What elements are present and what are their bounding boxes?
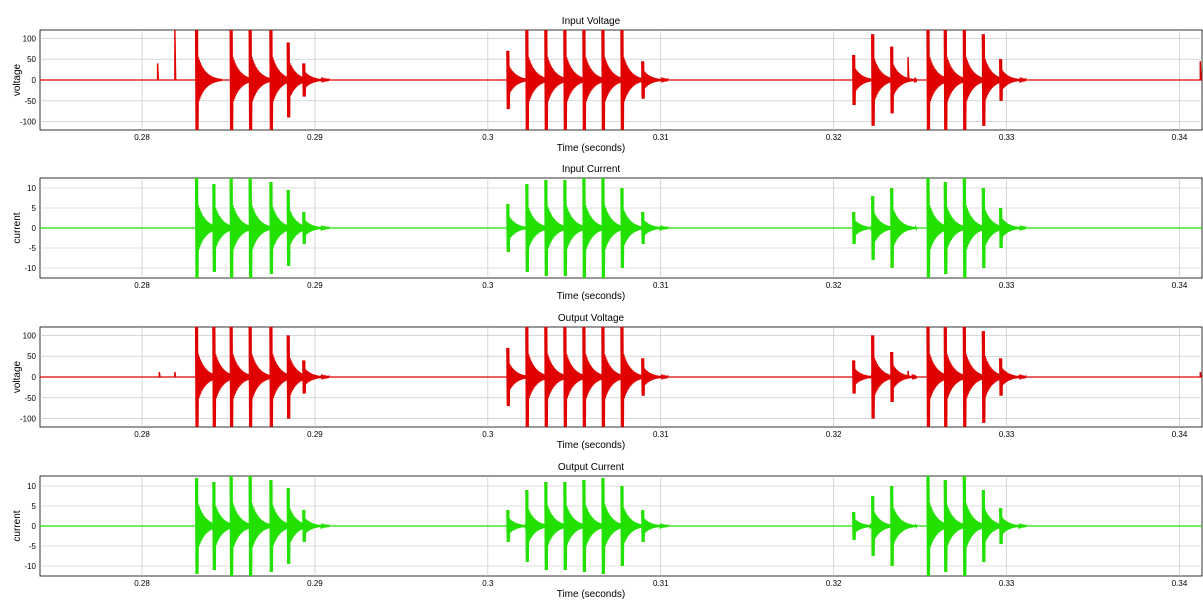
x-tick-label: 0.34 [1172, 430, 1188, 439]
x-tick-label: 0.33 [999, 430, 1015, 439]
output-current-panel: 10 5 0 -5 -10 0.28 0.29 0.3 0.31 0.32 0.33 0.34 Outp… [12, 462, 1203, 600]
x-tick-label: 0.28 [134, 281, 150, 290]
y-tick-label: 5 [32, 502, 37, 511]
x-tick-label: 0.33 [999, 281, 1015, 290]
chart-title: Input Voltage [562, 16, 621, 27]
x-tick-label: 0.34 [1172, 579, 1188, 588]
signal-burst [158, 371, 161, 378]
x-tick-label: 0.32 [826, 133, 842, 142]
x-tick-label: 0.3 [482, 281, 494, 290]
x-tick-label: 0.31 [653, 281, 669, 290]
signal-burst [174, 30, 177, 81]
y-tick-label: 5 [32, 204, 37, 213]
input-current-signal [40, 178, 1202, 278]
input-current-panel: 10 5 0 -5 -10 0.28 0.29 0.3 0.31 0.32 0.33 0.34 Inpu… [12, 164, 1203, 302]
x-tick-label: 0.28 [134, 430, 150, 439]
y-axis-label: current [12, 510, 23, 541]
y-axis-label: current [12, 212, 23, 243]
chart-title: Output Voltage [558, 313, 625, 324]
x-tick-label: 0.32 [826, 579, 842, 588]
x-tick-label: 0.29 [307, 579, 323, 588]
y-tick-label: 50 [27, 55, 36, 64]
y-axis-label: voltage [12, 63, 23, 96]
signal-burst [998, 207, 1027, 249]
y-tick-label: -5 [29, 244, 37, 253]
signal-burst [890, 351, 918, 403]
output-voltage-signal [40, 327, 1202, 427]
x-tick-label: 0.31 [653, 133, 669, 142]
signal-burst [998, 59, 1027, 101]
x-tick-label: 0.3 [482, 579, 494, 588]
signal-burst [907, 57, 910, 81]
signal-burst [890, 485, 918, 567]
output-current-signal [40, 476, 1202, 576]
signal-burst [641, 509, 669, 543]
y-tick-label: -5 [29, 542, 37, 551]
x-tick-label: 0.29 [307, 133, 323, 142]
signal-burst [194, 30, 223, 130]
y-tick-label: -10 [24, 562, 36, 571]
y-tick-label: -100 [20, 118, 37, 127]
signal-burst [998, 358, 1027, 396]
x-tick-label: 0.34 [1172, 133, 1188, 142]
y-tick-label: -50 [24, 97, 36, 106]
y-tick-label: 100 [23, 331, 37, 340]
x-tick-label: 0.3 [482, 430, 494, 439]
y-tick-label: 0 [32, 522, 37, 531]
y-tick-label: 100 [23, 34, 37, 43]
signal-burst [156, 63, 160, 81]
signal-burst [302, 360, 330, 394]
signal-burst [890, 46, 918, 114]
y-tick-label: 50 [27, 352, 36, 361]
x-tick-label: 0.32 [826, 430, 842, 439]
x-tick-label: 0.31 [653, 579, 669, 588]
y-tick-label: 10 [27, 184, 36, 193]
input-voltage-panel: 100 50 0 -50 -100 0.28 0.29 0.3 0.31 0.32 0.33 0.34… [12, 16, 1203, 154]
signal-burst [302, 211, 330, 245]
input-voltage-signal [40, 30, 1202, 130]
y-axis-label: voltage [12, 360, 23, 393]
signal-burst [302, 509, 330, 543]
signal-burst [1199, 371, 1202, 378]
x-tick-label: 0.31 [653, 430, 669, 439]
signal-burst [1199, 61, 1202, 81]
signal-burst [302, 63, 330, 97]
x-tick-label: 0.29 [307, 281, 323, 290]
y-tick-label: 10 [27, 482, 36, 491]
signal-burst [641, 61, 669, 99]
x-tick-label: 0.33 [999, 133, 1015, 142]
output-voltage-panel: 100 50 0 -50 -100 0.28 0.29 0.3 0.31 0.32 0.33 0.34… [12, 313, 1203, 451]
signal-burst [174, 371, 177, 378]
chart-title: Input Current [562, 164, 621, 175]
y-tick-label: 0 [32, 224, 37, 233]
x-tick-label: 0.3 [482, 133, 494, 142]
y-tick-label: 0 [32, 76, 37, 85]
y-tick-label: -10 [24, 264, 36, 273]
x-axis-label: Time (seconds) [557, 143, 626, 154]
signal-burst [907, 370, 910, 378]
y-tick-label: -50 [24, 394, 36, 403]
y-tick-label: 0 [32, 373, 37, 382]
x-tick-label: 0.32 [826, 281, 842, 290]
signal-burst [641, 358, 669, 396]
x-tick-label: 0.28 [134, 133, 150, 142]
x-tick-label: 0.28 [134, 579, 150, 588]
x-axis-label: Time (seconds) [557, 291, 626, 302]
x-axis-label: Time (seconds) [557, 589, 626, 600]
x-tick-label: 0.33 [999, 579, 1015, 588]
signal-burst [641, 211, 669, 245]
x-tick-label: 0.29 [307, 430, 323, 439]
signal-burst [890, 187, 918, 269]
chart-title: Output Current [558, 462, 624, 473]
y-tick-label: -100 [20, 415, 37, 424]
x-tick-label: 0.34 [1172, 281, 1188, 290]
signal-burst [998, 507, 1027, 545]
x-axis-label: Time (seconds) [557, 440, 626, 451]
